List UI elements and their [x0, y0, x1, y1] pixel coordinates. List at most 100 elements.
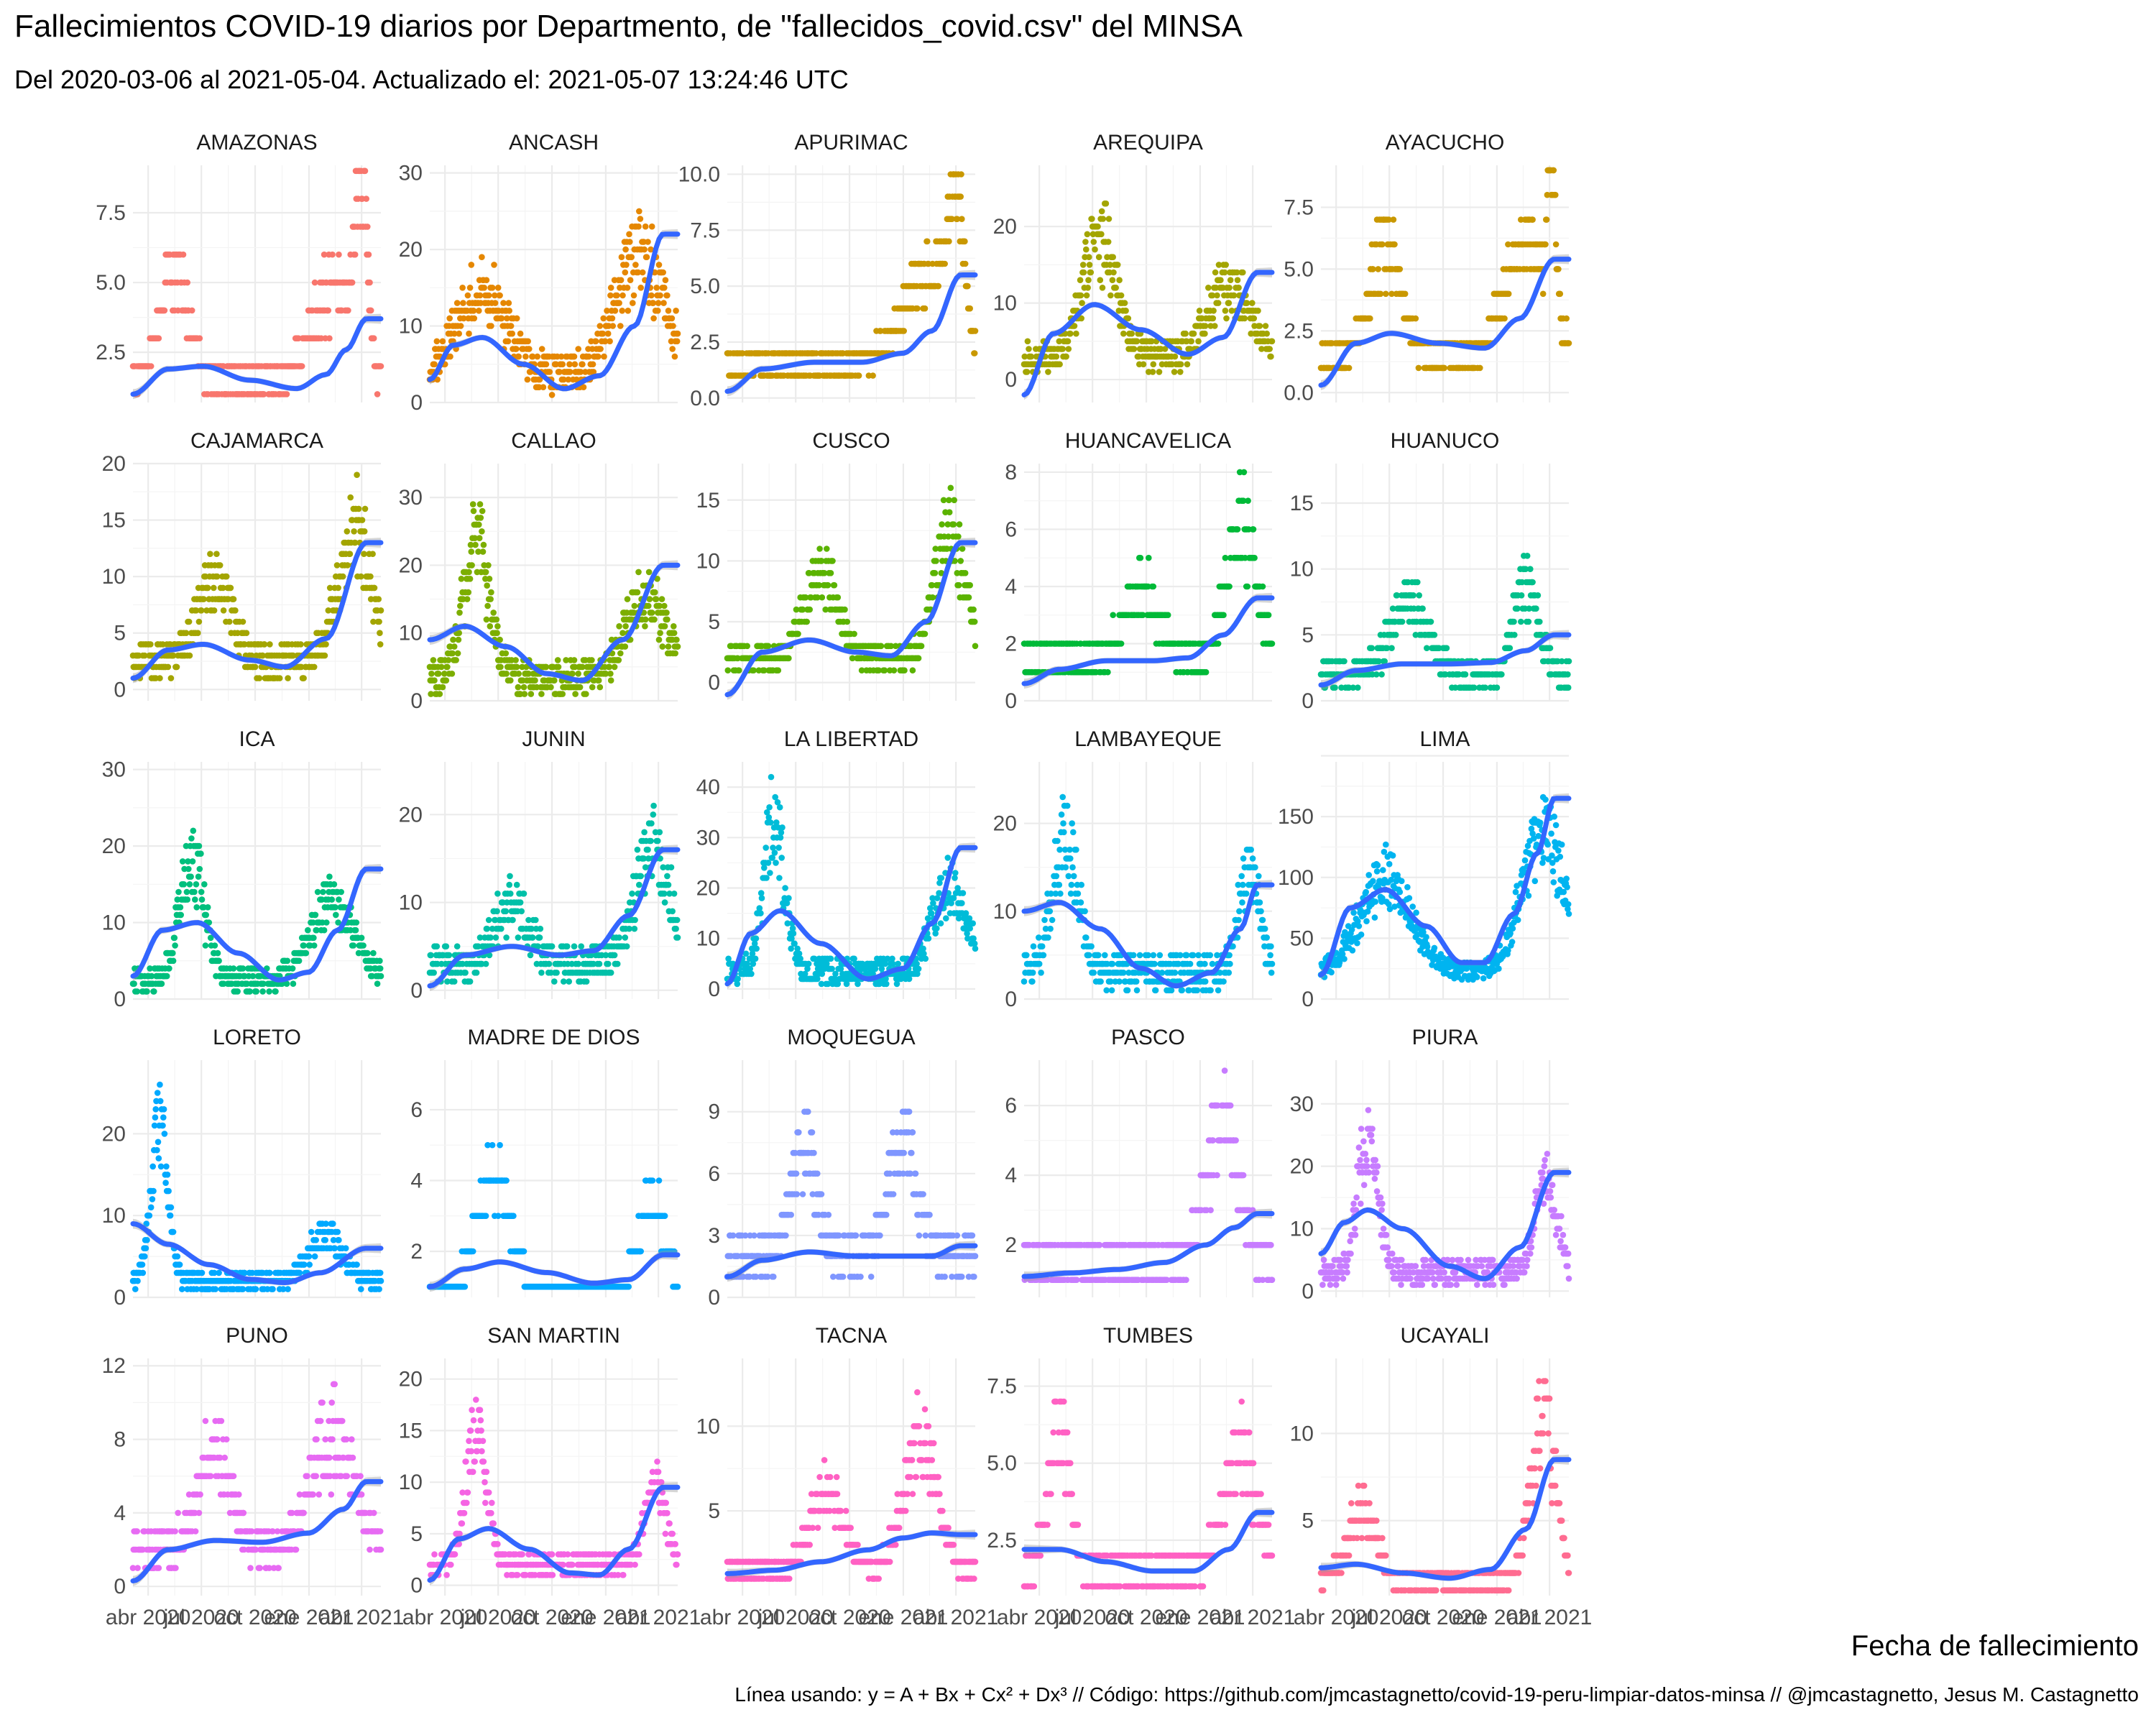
data-point: [466, 569, 472, 576]
data-point: [630, 292, 637, 299]
data-point: [921, 630, 929, 638]
data-point: [607, 285, 614, 291]
data-point: [946, 238, 952, 245]
data-point: [601, 353, 607, 360]
data-point: [358, 573, 364, 580]
data-point: [464, 596, 471, 602]
data-point: [453, 657, 459, 663]
data-point: [1056, 361, 1063, 368]
data-point: [637, 285, 644, 291]
data-point: [329, 251, 336, 258]
data-point: [1427, 618, 1434, 625]
data-point: [609, 323, 616, 329]
data-point: [559, 691, 566, 697]
facet-strip-label: AREQUIPA: [1093, 131, 1203, 155]
y-tick-label: 2: [1005, 632, 1017, 656]
data-point: [1196, 308, 1203, 314]
data-point: [1045, 369, 1051, 375]
data-point: [1171, 353, 1179, 360]
y-tick-label: 0: [410, 689, 423, 713]
data-point: [824, 581, 831, 589]
y-tick-label: 10: [399, 315, 423, 339]
data-point: [180, 881, 188, 888]
data-point: [1416, 592, 1422, 599]
data-point: [1529, 216, 1536, 223]
data-point: [353, 919, 360, 926]
data-point: [505, 338, 512, 345]
y-tick-label: 10: [102, 565, 126, 589]
data-point: [931, 570, 939, 576]
data-point: [220, 607, 227, 614]
y-tick-label: 20: [399, 803, 423, 827]
data-point: [256, 675, 263, 681]
data-point: [468, 262, 475, 268]
data-point: [1083, 246, 1089, 253]
data-point: [185, 865, 192, 873]
data-point: [674, 330, 681, 337]
data-point: [457, 323, 464, 329]
data-point: [338, 888, 345, 896]
data-point: [851, 630, 857, 638]
data-point: [195, 842, 203, 850]
data-point: [183, 630, 190, 636]
data-point: [967, 305, 973, 312]
data-point: [515, 684, 522, 691]
data-point: [615, 657, 622, 663]
data-point: [670, 323, 676, 329]
data-point: [1265, 612, 1272, 618]
data-point: [184, 279, 191, 286]
data-point: [1565, 658, 1572, 665]
data-point: [596, 323, 604, 329]
data-point: [1079, 262, 1087, 268]
data-point: [1086, 262, 1093, 268]
data-point: [842, 606, 848, 613]
data-point: [503, 671, 510, 677]
data-point: [950, 521, 957, 528]
fit-line: [427, 562, 681, 684]
data-point: [1240, 269, 1246, 276]
data-point: [1083, 292, 1090, 299]
data-point: [661, 602, 668, 610]
data-point: [376, 618, 382, 625]
data-point: [643, 254, 650, 261]
data-point: [957, 558, 964, 564]
data-point: [567, 369, 573, 375]
data-point: [965, 594, 972, 601]
data-point: [363, 196, 369, 202]
data-point: [1537, 618, 1543, 625]
data-point: [1080, 269, 1087, 276]
data-point: [298, 641, 304, 648]
data-point: [1097, 277, 1104, 284]
data-point: [487, 623, 494, 630]
data-point: [1212, 323, 1218, 329]
data-point: [374, 980, 381, 987]
data-point: [1244, 583, 1251, 590]
data-point: [668, 315, 676, 322]
data-point: [548, 392, 556, 398]
data-point: [1534, 592, 1542, 599]
data-point: [607, 677, 614, 684]
data-point: [451, 643, 458, 650]
data-point: [476, 308, 482, 314]
chart-subtitle: Del 2020-03-06 al 2021-05-04. Actualizad…: [14, 65, 849, 94]
data-point: [497, 663, 504, 671]
data-point: [1118, 640, 1125, 647]
y-tick-label: 2.5: [1284, 319, 1314, 343]
data-point: [285, 675, 291, 681]
y-tick-label: 20: [399, 238, 423, 262]
data-point: [158, 980, 165, 987]
data-point: [1493, 684, 1501, 691]
data-point: [166, 965, 172, 972]
data-point: [332, 904, 338, 911]
data-point: [1107, 292, 1114, 299]
data-point: [1268, 353, 1274, 360]
data-point: [504, 315, 510, 322]
data-point: [203, 911, 210, 919]
data-point: [803, 618, 810, 625]
data-point: [365, 251, 372, 258]
data-point: [377, 972, 384, 980]
data-point: [962, 570, 969, 576]
facet-strip-label: ICA: [239, 727, 275, 751]
